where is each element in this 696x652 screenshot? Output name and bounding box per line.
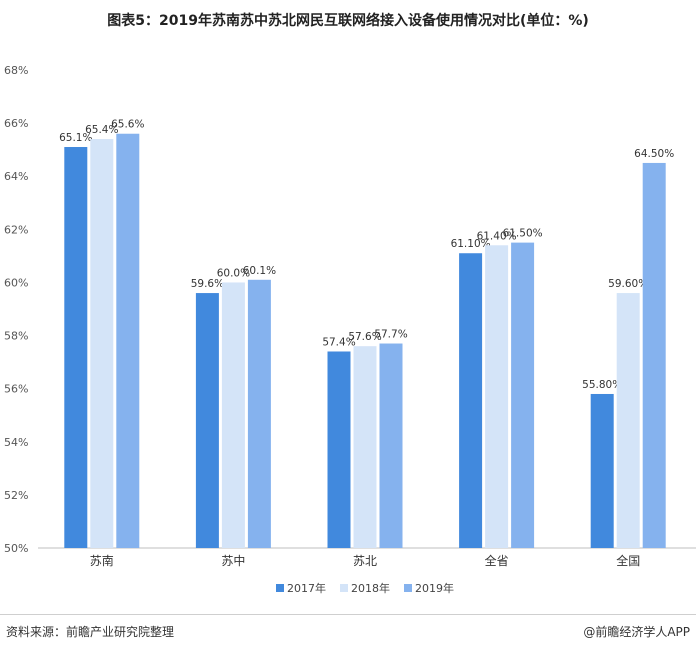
y-tick-label: 56% xyxy=(4,383,28,396)
y-tick-label: 64% xyxy=(4,170,28,183)
bar-2018年 xyxy=(353,346,377,548)
x-category-label: 苏南 xyxy=(90,553,114,568)
bar-2019年 xyxy=(379,343,403,548)
y-tick-label: 58% xyxy=(4,330,28,343)
data-label: 65.6% xyxy=(111,119,144,131)
bar-2019年 xyxy=(116,133,140,548)
bar-2017年 xyxy=(459,253,483,548)
x-category-label: 全国 xyxy=(616,553,640,568)
data-label: 61.10% xyxy=(451,238,491,250)
legend-label: 2018年 xyxy=(351,581,390,595)
x-category-label: 苏北 xyxy=(353,554,377,568)
bar-2018年 xyxy=(90,139,114,549)
data-label: 65.4% xyxy=(85,124,118,136)
y-tick-label: 54% xyxy=(4,436,28,449)
bar-2018年 xyxy=(221,282,245,548)
bar-2017年 xyxy=(195,293,219,548)
y-tick-label: 50% xyxy=(4,542,28,555)
data-label: 57.7% xyxy=(374,329,407,341)
data-label: 55.80% xyxy=(582,379,622,391)
data-label: 60.1% xyxy=(243,265,276,277)
x-category-label: 苏中 xyxy=(221,553,245,568)
bar-2019年 xyxy=(511,242,535,548)
y-tick-label: 68% xyxy=(4,64,28,77)
data-label: 61.40% xyxy=(477,230,517,242)
data-label: 59.60% xyxy=(608,278,648,290)
y-tick-label: 52% xyxy=(4,489,28,502)
bar-2018年 xyxy=(485,245,509,548)
y-tick-label: 60% xyxy=(4,276,28,289)
data-label: 64.50% xyxy=(634,148,674,160)
bar-2018年 xyxy=(616,293,640,548)
footer-divider xyxy=(0,614,696,615)
bar-2017年 xyxy=(64,147,88,548)
data-label: 57.4% xyxy=(322,336,355,348)
bar-chart: 50% 52% 54% 56% 58% 60% 62% 64% 66% 68% 65.1%65.4%… xyxy=(4,64,696,595)
source-note: 资料来源：前瞻产业研究院整理 xyxy=(6,625,175,639)
credit-note: @前瞻经济学人APP xyxy=(583,625,690,639)
chart-title: 图表5：2019年苏南苏中苏北网民互联网络接入设备使用情况对比(单位：%) xyxy=(107,13,589,29)
legend-swatch xyxy=(276,584,284,592)
legend-label: 2019年 xyxy=(415,581,454,595)
legend-swatch xyxy=(404,584,412,592)
y-tick-label: 62% xyxy=(4,223,28,236)
data-label: 57.6% xyxy=(348,331,381,343)
data-label: 61.50% xyxy=(503,228,543,240)
y-tick-label: 66% xyxy=(4,117,28,130)
legend-swatch xyxy=(340,584,348,592)
bar-2017年 xyxy=(590,393,614,548)
data-label: 59.6% xyxy=(191,278,224,290)
bar-2019年 xyxy=(247,279,271,548)
data-label: 65.1% xyxy=(59,132,92,144)
bar-2017年 xyxy=(327,351,351,548)
x-category-label: 全省 xyxy=(485,553,509,568)
bar-2019年 xyxy=(642,162,666,548)
legend-label: 2017年 xyxy=(287,581,326,595)
data-label: 60.0% xyxy=(217,267,250,279)
